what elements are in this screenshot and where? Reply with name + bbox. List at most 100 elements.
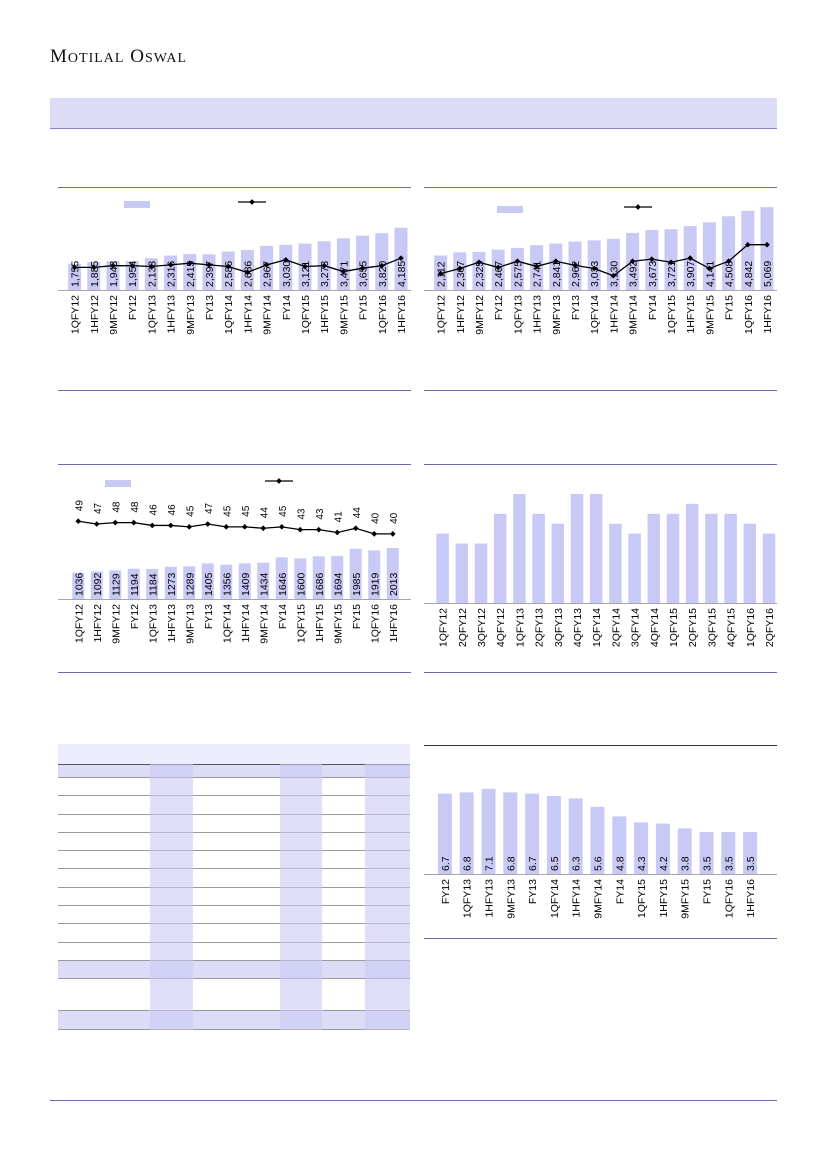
chart4-category-label-3QFY14: 3QFY14 [630,608,642,647]
chart3-line-label-1HFY15: 43 [315,508,326,520]
chart3-line-point-1QFY14 [223,524,230,530]
chart2-category-label-9MFY15: 9MFY15 [704,295,716,335]
chart1-line-point-1QFY12 [71,264,78,271]
chart2-category-label-9MFY14: 9MFY14 [628,295,640,335]
chart5-bar-1QFY15 [634,822,649,874]
chart3-line-label-1QFY16: 40 [370,512,381,524]
chart3-category-label-FY13: FY13 [203,604,215,629]
chart2-line-point-1HFY16 [764,241,770,248]
chart4-category-label-4QFY12: 4QFY12 [495,608,507,647]
chart5-bar-1HFY15 [655,823,670,874]
chart5-bar-label-1QFY15: 4.3 [636,856,648,871]
data-table [58,744,410,1030]
chart3-bar-label-9MFY13: 1289 [184,572,196,596]
chart3-bar-label-FY13: 1405 [203,572,215,596]
chart1-category-label-FY12: FY12 [127,295,139,320]
chart3-bottom-rule [58,672,411,673]
chart2-category-label-1HFY15: 1HFY15 [685,295,697,334]
chart2-bar-1QFY13 [510,247,524,290]
chart2-category-label-FY14: FY14 [647,295,659,320]
chart5-category-label-9MFY14: 9MFY14 [593,879,605,919]
chart3-bar-1QFY12 [72,572,85,599]
chart4-bar-1QFY14 [589,493,603,603]
chart3-line-label-1QFY13: 46 [148,504,159,516]
chart5-bar-9MFY15 [677,828,692,874]
chart5-bar-label-1HFY15: 4.2 [658,856,670,871]
chart1-bar-1QFY14 [221,251,235,290]
table-row [58,833,410,852]
chart3-category-label-FY12: FY12 [129,604,141,629]
chart3-line-point-1HFY15 [315,526,322,533]
chart2-bottom-rule [424,390,777,391]
chart2-bar-label-FY12: 2,467 [493,261,505,287]
chart3-bar-label-1QFY12: 1036 [73,572,85,596]
table-row [58,851,410,870]
chart1-category-label-1QFY14: 1QFY14 [223,295,235,334]
chart2-line-point-1HFY15 [687,255,694,261]
chart2-category-label-9MFY13: 9MFY13 [551,295,563,335]
chart3-line-label-FY13: 47 [204,502,215,514]
chart4-category-label-2QFY12: 2QFY12 [457,608,469,647]
chart5-bar-1QFY13 [459,792,474,874]
chart2-category-label-1HFY12: 1HFY12 [455,295,467,334]
chart3-bar-FY12 [127,568,140,599]
chart1-category-label-1HFY13: 1HFY13 [166,295,178,334]
chart5-category-label-9MFY13: 9MFY13 [505,879,517,919]
chart1-line-point-FY14 [282,257,289,263]
chart5-bar-label-FY13: 6.7 [527,856,539,871]
chart1-bar-label-1HFY14: 2,686 [242,261,254,287]
chart4-category-label-3QFY12: 3QFY12 [476,608,488,647]
chart2-bar-label-1HFY15: 3,907 [685,261,697,287]
chart2-category-label-FY15: FY15 [724,295,736,320]
chart1-category-label-1QFY12: 1QFY12 [70,295,82,334]
chart1-line-point-1HFY13 [167,262,174,268]
chart3-bar-label-1HFY14: 1409 [240,572,252,596]
table-row [58,796,410,815]
chart2-bar-label-FY15: 4,508 [724,261,736,287]
chart1-bar-label-9MFY14: 2,967 [262,261,274,287]
table-header-row [58,744,410,765]
chart5-bar-9MFY14 [590,806,605,874]
chart1-bar-label-FY14: 3,030 [281,261,293,287]
chart5-bar-label-1HFY13: 7.1 [484,856,496,871]
chart2-line-point-FY13 [572,262,578,269]
chart2-bar-1QFY14 [587,240,601,290]
chart3-category-label-1QFY16: 1QFY16 [369,604,381,643]
chart1-bar-FY15 [356,235,370,290]
chart3-category-label-1QFY12: 1QFY12 [73,604,85,643]
chart4-bar-2QFY12 [455,543,469,603]
chart5-bar-9MFY13 [503,792,518,874]
table-header-shade [58,744,410,764]
chart2-line-point-1QFY16 [744,241,751,248]
chart3-bar-1HFY16 [386,548,399,599]
chart5-bar-FY15 [699,832,714,874]
chart3-line-series [78,520,393,535]
chart4-category-label-4QFY13: 4QFY13 [572,608,584,647]
chart2-bar-1QFY16 [741,210,755,290]
chart3-bar-9MFY12 [109,570,122,599]
chart5-bar-label-1QFY14: 6.5 [549,856,561,871]
chart4-bar-1QFY15 [666,513,680,603]
chart4-category-label-3QFY15: 3QFY15 [706,608,718,647]
chart3-line-point-FY12 [130,519,137,526]
chart5-category-label-FY14: FY14 [614,879,626,904]
chart1-line-point-FY15 [359,265,366,272]
chart5-bar-label-9MFY15: 3.8 [680,856,692,871]
chart1-category-label-1QFY13: 1QFY13 [146,295,158,334]
chart4-bar-2QFY14 [609,523,622,603]
chart3-category-label-FY14: FY14 [277,604,289,629]
chart2-bar-label-FY14: 3,673 [647,261,659,287]
chart5-bar-label-1QFY13: 6.8 [462,856,474,871]
footer-rule [50,1100,777,1101]
chart4-bar-2QFY15 [685,503,699,603]
chart3-line-point-9MFY14 [260,525,267,532]
chart3-top-rule [58,464,411,465]
table-row [58,869,410,888]
chart2-bar-label-1QFY16: 4,842 [743,261,755,287]
chart3-category-label-9MFY13: 9MFY13 [184,604,196,644]
chart3-category-label-1QFY14: 1QFY14 [221,604,233,643]
table-row [58,778,410,797]
section-title-band [50,98,777,129]
chart4-bar-2QFY13 [532,513,545,603]
chart3-line-label-1HFY12: 47 [93,502,104,514]
